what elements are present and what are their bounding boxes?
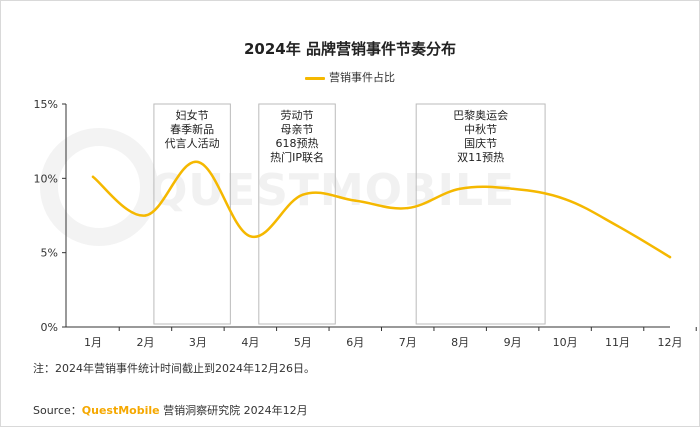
x-tick-label: 10月 <box>553 336 578 349</box>
annotation-box <box>258 103 336 325</box>
legend-label: 营销事件占比 <box>329 71 395 84</box>
x-tick-label: 4月 <box>241 336 259 349</box>
x-tick-label: 6月 <box>346 336 364 349</box>
y-tick-label: 0% <box>41 321 58 334</box>
x-tick-label: 12月 <box>658 336 683 349</box>
data-point-10月 <box>563 197 567 201</box>
data-point-3月 <box>196 160 200 164</box>
y-tick-label: 5% <box>41 247 58 260</box>
x-tick-label: 11月 <box>605 336 630 349</box>
annotation-text: 妇女节 <box>176 108 209 122</box>
y-tick-label: 15% <box>34 98 58 111</box>
annotation-text: 双11预热 <box>457 151 504 164</box>
data-point-7月 <box>406 206 409 210</box>
source-line: Source：QuestMobile 营销洞察研究院 2024年12月 <box>33 402 308 418</box>
x-tick-label: 2月 <box>136 336 154 349</box>
annotation-text: 劳动节 <box>281 109 314 122</box>
data-point-8月 <box>458 187 462 190</box>
data-point-6月 <box>354 199 357 202</box>
data-point-5月 <box>301 193 305 196</box>
x-tick-label: 1月 <box>84 336 102 349</box>
data-point-1月 <box>91 175 95 179</box>
x-tick-label: 7月 <box>399 336 417 349</box>
x-tick-label: 9月 <box>504 336 522 349</box>
annotation-text: 春季新品 <box>170 122 214 136</box>
source-brand: QuestMobile <box>81 404 160 417</box>
annotation-text: 母亲节 <box>281 122 314 136</box>
annotation-box <box>153 103 231 325</box>
legend: 营销事件占比 <box>0 69 700 85</box>
legend-swatch <box>305 76 325 80</box>
footnote: 注：2024年营销事件统计时间截止到2024年12月26日。 <box>33 362 315 375</box>
data-point-4月 <box>249 235 252 238</box>
data-point-2月 <box>144 214 147 217</box>
annotation-text: 代言人活动 <box>165 137 220 150</box>
annotation-text: 国庆节 <box>464 136 497 150</box>
annotation-text: 618预热 <box>276 137 319 150</box>
source-prefix: Source： <box>33 404 82 417</box>
annotation-text: 中秋节 <box>464 122 497 136</box>
annotation-text: 热门IP联名 <box>270 150 324 164</box>
annotation-box <box>415 103 546 325</box>
x-tick-label: 5月 <box>294 336 312 349</box>
data-point-9月 <box>511 187 514 190</box>
x-tick-label: 8月 <box>451 336 469 349</box>
series-line <box>91 160 672 259</box>
data-point-11月 <box>616 224 619 228</box>
source-suffix: 营销洞察研究院 2024年12月 <box>159 404 308 417</box>
x-tick-label: 3月 <box>189 336 207 349</box>
chart-title: 2024年 品牌营销事件节奏分布 <box>244 40 456 58</box>
y-tick-label: 10% <box>34 172 58 185</box>
data-point-12月 <box>668 255 672 259</box>
annotation-text: 巴黎奥运会 <box>453 108 508 122</box>
